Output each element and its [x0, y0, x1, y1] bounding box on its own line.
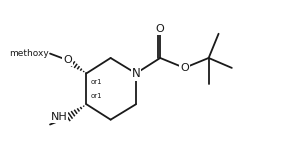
- Text: or1: or1: [91, 93, 103, 99]
- Text: N: N: [131, 67, 140, 80]
- Text: O: O: [63, 55, 72, 65]
- Text: O: O: [156, 24, 164, 34]
- Text: NH: NH: [51, 112, 68, 122]
- Text: O: O: [180, 63, 189, 73]
- Text: or1: or1: [91, 79, 103, 85]
- Text: methoxy: methoxy: [9, 49, 49, 58]
